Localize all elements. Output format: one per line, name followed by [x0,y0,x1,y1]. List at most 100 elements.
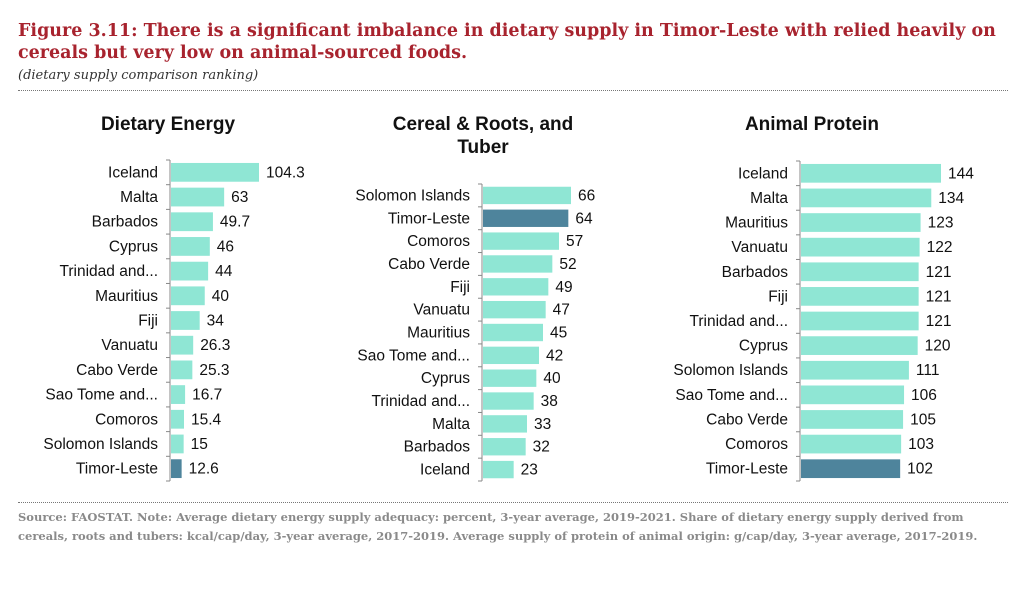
category-label: Fiji [768,288,788,305]
chart-title: Animal Protein [745,114,879,135]
value-label: 122 [927,239,953,256]
category-label: Timor-Leste [388,210,470,227]
chart-panel-3: Animal Protein Iceland 144 Malta 134 Mauritiu… [673,114,974,482]
value-label: 105 [910,411,936,428]
category-label: Cyprus [739,338,788,355]
bar-iceland [801,163,941,183]
bar-vanuatu [801,237,920,257]
value-label: 40 [212,288,230,305]
category-label: Cyprus [109,238,158,255]
category-label: Vanuatu [101,337,158,354]
value-label: 63 [231,189,248,206]
bar-mauritius [171,286,205,306]
bar-barbados [483,438,526,456]
bar-malta [171,187,225,207]
bar-fiji [801,287,919,306]
value-label: 42 [546,347,563,364]
category-label: Sao Tome and... [675,387,788,404]
value-label: 40 [543,370,561,387]
value-label: 121 [926,313,952,330]
value-label: 123 [928,215,954,232]
bar-trinidad-and [171,261,209,281]
category-label: Solomon Islands [355,187,470,204]
bar-mauritius [483,323,543,342]
category-label: Vanuatu [413,302,470,319]
bar-barbados [171,212,213,232]
category-label: Fiji [450,279,470,296]
bar-cabo-verde [801,410,904,429]
category-label: Cyprus [421,370,470,387]
category-label: Mauritius [725,215,788,232]
value-label: 44 [215,263,233,280]
value-label: 47 [553,302,570,319]
category-label: Comoros [407,233,470,250]
bar-cyprus [801,336,918,355]
bar-cabo-verde [483,255,553,273]
category-label: Sao Tome and... [357,347,470,364]
category-label: Vanuatu [731,239,788,256]
category-label: Iceland [420,462,470,479]
value-label: 15.4 [191,411,222,428]
bar-sao-tome-and [483,346,539,365]
value-label: 103 [908,436,934,453]
category-label: Sao Tome and... [45,387,158,404]
value-label: 46 [217,238,234,255]
value-label: 52 [559,256,576,273]
bar-barbados [801,262,919,282]
category-label: Mauritius [407,325,470,342]
category-label: Trinidad and... [689,313,788,330]
value-label: 25.3 [199,362,229,379]
category-label: Iceland [738,165,788,182]
bar-timor-leste [171,459,182,479]
value-label: 121 [926,288,952,305]
bar-timor-leste [483,209,569,227]
value-label: 49.7 [220,214,250,231]
value-label: 23 [521,462,538,479]
category-label: Malta [432,416,470,433]
value-label: 120 [925,338,951,355]
value-label: 134 [938,190,964,207]
bar-comoros [483,232,559,250]
bar-cyprus [483,369,537,387]
bar-malta [801,188,932,208]
value-label: 106 [911,387,937,404]
bar-malta [483,415,527,433]
category-label: Barbados [404,439,471,456]
chart-panel-2: Cereal & Roots, and Tuber Solomon Islands 6… [355,114,595,482]
category-label: Iceland [108,164,158,181]
category-label: Fiji [138,313,158,330]
category-label: Cabo Verde [76,362,158,379]
value-label: 49 [555,279,572,296]
value-label: 26.3 [200,337,230,354]
value-label: 38 [541,393,558,410]
bar-sao-tome-and [801,385,905,405]
category-label: Trinidad and... [371,393,470,410]
value-label: 12.6 [189,461,219,478]
category-label: Barbados [92,214,159,231]
bar-fiji [483,278,549,296]
bar-trinidad-and [483,392,534,410]
figure-subtitle: (dietary supply comparison ranking) [18,68,259,83]
bar-trinidad-and [801,311,919,331]
bar-mauritius [801,213,921,232]
category-label: Cabo Verde [706,411,788,428]
chart-title: Dietary Energy [101,114,236,135]
value-label: 34 [207,313,225,330]
category-label: Comoros [95,411,158,428]
chart-panel-1: Dietary Energy Iceland 104.3 Malta 63 Barbado… [43,114,305,482]
bar-comoros [171,409,184,429]
category-label: Comoros [725,436,788,453]
category-label: Mauritius [95,288,158,305]
category-label: Solomon Islands [43,436,158,453]
bar-timor-leste [801,459,901,479]
bar-fiji [171,311,200,330]
value-label: 15 [191,436,208,453]
figure-title: Figure 3.11: There is a significant imba… [18,21,996,63]
category-label: Timor-Leste [706,461,788,478]
value-label: 102 [907,461,933,478]
bar-vanuatu [171,335,194,355]
value-label: 121 [926,264,952,281]
bar-solomon-islands [801,360,909,380]
category-label: Barbados [722,264,789,281]
